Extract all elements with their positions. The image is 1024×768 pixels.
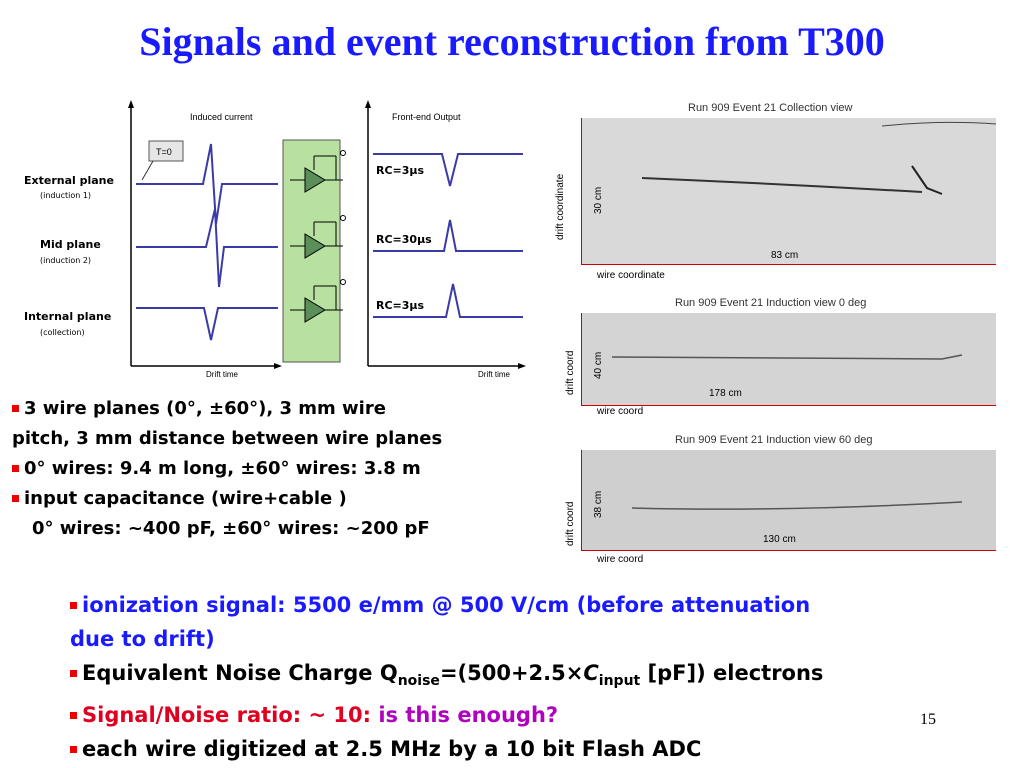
rc-label-3: RC=3µs (376, 299, 425, 312)
bullet-wire-planes: 3 wire planes (0°, ±60°), 3 mm wire (12, 394, 542, 424)
output-signal-external (373, 153, 523, 187)
output-signal-mid (373, 219, 523, 252)
induced-signal-external (136, 143, 278, 225)
external-plane-label: External plane (24, 174, 114, 187)
induced-current-label: Induced current (190, 112, 253, 122)
bullet-wire-length: 0° wires: 9.4 m long, ±60° wires: 3.8 m (12, 454, 542, 484)
internal-plane-label: Internal plane (24, 310, 111, 323)
signal-diagram: Induced current Drift time T=0 External … (24, 100, 526, 379)
output-signal-internal (373, 283, 523, 318)
frontend-output-label: Front-end Output (392, 112, 461, 122)
bullet-ionization: ionization signal: 5500 e/mm @ 500 V/cm … (70, 588, 990, 622)
bullet-signal-noise: Signal/Noise ratio: ~ 10: is this enough… (70, 698, 990, 732)
bullet-adc: each wire digitized at 2.5 MHz by a 10 b… (70, 732, 990, 766)
bullet-capacitance: input capacitance (wire+cable ) (12, 484, 542, 514)
drift-time-right: Drift time (478, 370, 511, 379)
t0-box (148, 140, 184, 162)
event-image (581, 450, 996, 551)
induced-signal-mid (136, 208, 278, 288)
induced-signal-internal (136, 307, 278, 341)
slide-title: Signals and event reconstruction from T3… (139, 19, 885, 64)
y-size-label: 30 cm (593, 186, 604, 214)
drift-time-left: Drift time (206, 370, 239, 379)
event-image (581, 313, 996, 406)
y-axis-label: drift coordinate (555, 173, 566, 240)
rc-label-2: RC=30µs (376, 233, 432, 246)
bullet-enc: Equivalent Noise Charge Qnoise=(500+2.5×… (70, 656, 990, 698)
left-bullet-list: 3 wire planes (0°, ±60°), 3 mm wire pitc… (12, 394, 542, 544)
svg-text:T=0: T=0 (156, 147, 172, 157)
x-axis-label: wire coordinate (597, 270, 665, 281)
rc-label-1: RC=3µs (376, 164, 425, 177)
svg-text:(induction 1): (induction 1) (40, 191, 91, 200)
x-size-label: 83 cm (771, 250, 799, 261)
induction-0-panel: Run 909 Event 21 Induction view 0 deg dr… (553, 295, 998, 425)
bottom-bullet-list: ionization signal: 5500 e/mm @ 500 V/cm … (70, 588, 990, 766)
bullet-marker (12, 404, 19, 412)
svg-text:(collection): (collection) (40, 328, 85, 337)
svg-text:(induction 2): (induction 2) (40, 256, 91, 265)
panel-title: Run 909 Event 21 Collection view (688, 102, 853, 114)
mid-plane-label: Mid plane (40, 238, 101, 251)
page-number: 15 (920, 711, 936, 728)
collection-view-panel: Run 909 Event 21 Collection view drift c… (553, 96, 998, 281)
event-image (581, 118, 996, 265)
induction-60-panel: Run 909 Event 21 Induction view 60 deg d… (553, 432, 998, 568)
